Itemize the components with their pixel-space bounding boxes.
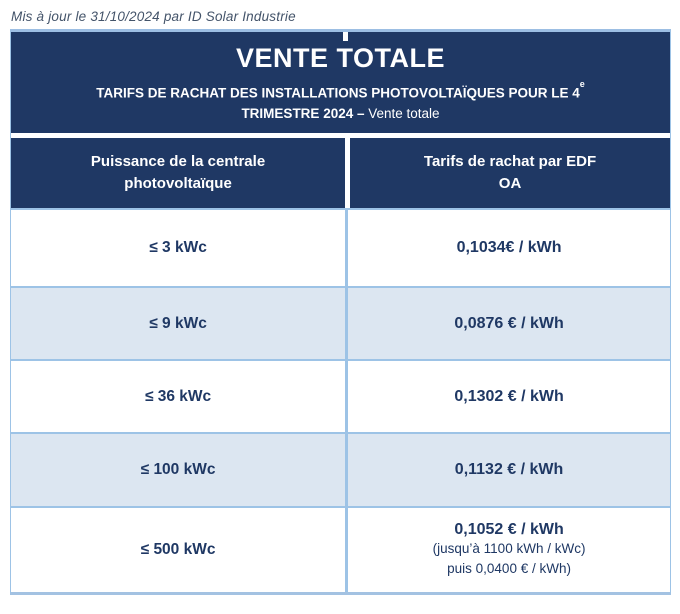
power-value: ≤ 36 kWc: [144, 387, 212, 405]
subtitle-superscript: e: [579, 79, 585, 89]
header-gap: [11, 133, 670, 138]
tariff-value: 0,1132 € / kWh: [454, 461, 564, 478]
subtitle-line2-bold: TRIMESTRE 2024 –: [241, 106, 369, 122]
tariff-note: (jusqu’à 1100 kWh / kWc): [432, 540, 586, 556]
table-row: ≤ 100 kWc 0,1132 € / kWh: [11, 432, 670, 506]
tariff-cell: 0,1132 € / kWh: [345, 434, 670, 506]
tariff-note: puis 0,0400 € / kWh): [447, 561, 571, 576]
tariff-cell: 0,1302 € / kWh: [345, 361, 670, 432]
tariff-value: 0,1052 € / kWh: [454, 520, 564, 538]
power-cell: ≤ 3 kWc: [11, 210, 345, 286]
tariff-value: 0,1302 € / kWh: [454, 387, 564, 405]
main-header: VENTE TOTALE TARIFS DE RACHAT DES INSTAL…: [11, 32, 670, 133]
power-value: ≤ 500 kWc: [140, 541, 216, 558]
power-cell: ≤ 36 kWc: [11, 361, 345, 432]
tariff-value: 0,0876 € / kWh: [454, 314, 564, 332]
power-cell: ≤ 500 kWc: [11, 508, 345, 592]
table-row: ≤ 500 kWc 0,1052 € / kWh (jusqu’à 1100 k…: [11, 506, 670, 592]
tariff-table: VENTE TOTALE TARIFS DE RACHAT DES INSTAL…: [10, 29, 671, 595]
power-cell: ≤ 100 kWc: [11, 434, 345, 506]
page: Mis à jour le 31/10/2024 par ID Solar In…: [10, 9, 671, 595]
power-cell: ≤ 9 kWc: [11, 288, 345, 359]
column-header-row: Puissance de la centrale photovoltaïque …: [11, 138, 670, 208]
column-header-tariff: Tarifs de rachat par EDF OA: [350, 138, 670, 208]
subtitle-line1: TARIFS DE RACHAT DES INSTALLATIONS PHOTO…: [96, 85, 580, 101]
table-row: ≤ 36 kWc 0,1302 € / kWh: [11, 359, 670, 432]
column-header-power-label: Puissance de la centrale photovoltaïque: [90, 153, 266, 192]
main-title: VENTE TOTALE: [235, 43, 445, 73]
power-value: ≤ 9 kWc: [149, 314, 207, 332]
table-row: ≤ 9 kWc 0,0876 € / kWh: [11, 286, 670, 359]
main-subtitle: TARIFS DE RACHAT DES INSTALLATIONS PHOTO…: [11, 79, 670, 125]
power-value: ≤ 100 kWc: [140, 461, 216, 478]
tariff-cell: 0,0876 € / kWh: [345, 288, 670, 359]
column-header-tariff-label: Tarifs de rachat par EDF OA: [423, 153, 597, 192]
subtitle-line2-regular: Vente totale: [368, 106, 440, 122]
tariff-cell: 0,1052 € / kWh (jusqu’à 1100 kWh / kWc) …: [345, 508, 670, 592]
column-header-power: Puissance de la centrale photovoltaïque: [11, 138, 346, 208]
header-divider-notch: [343, 32, 349, 41]
tariff-cell: 0,1034€ / kWh: [345, 210, 670, 286]
update-note: Mis à jour le 31/10/2024 par ID Solar In…: [11, 9, 296, 24]
table-row: ≤ 3 kWc 0,1034€ / kWh: [11, 208, 670, 286]
tariff-value: 0,1034€ / kWh: [456, 239, 562, 256]
power-value: ≤ 3 kWc: [149, 239, 207, 256]
